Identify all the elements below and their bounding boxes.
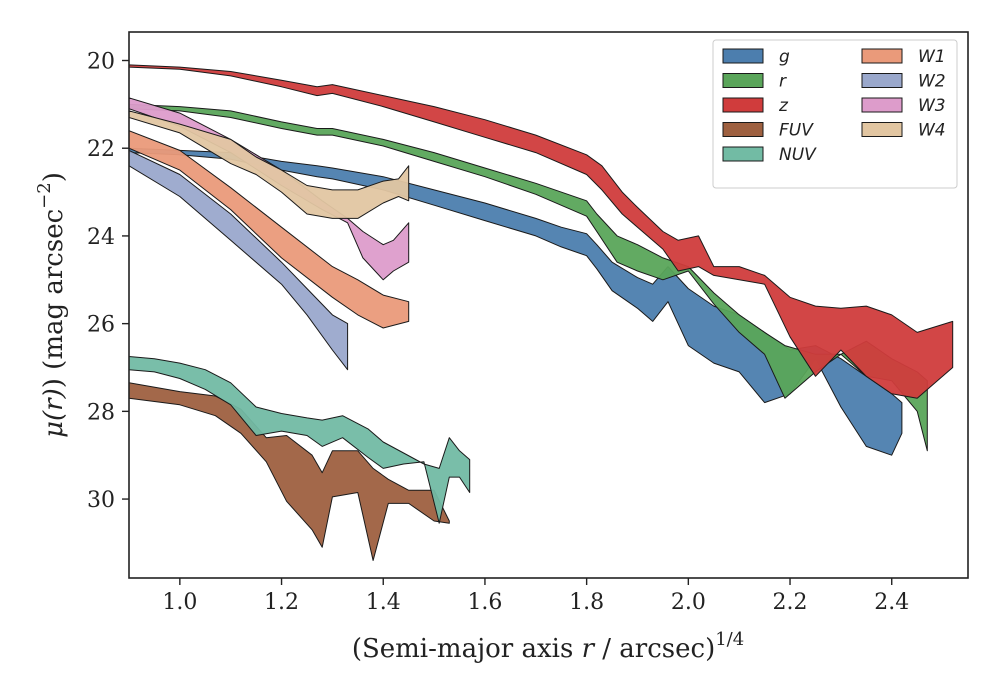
legend-label-fuv: FUV [779,121,814,141]
band-w4 [129,110,410,219]
band-fuv [129,382,450,561]
legend-swatch-z [722,97,764,113]
x-tick-label: 1.8 [569,590,604,615]
legend-swatch-nuv [722,146,764,162]
band-w1 [129,130,410,329]
x-tick-label: 1.6 [467,590,502,615]
band-w2 [129,149,349,371]
band-nuv [129,356,471,524]
legend-swatch-r [722,73,764,88]
x-tick-label: 1.0 [162,590,197,615]
legend-swatch-w4 [861,122,903,137]
legend-label-w3: W3 [918,96,946,116]
legend-swatch-fuv [722,122,764,137]
legend-label-w2: W2 [918,72,946,92]
legend-swatch-g [722,48,764,64]
x-axis: 1.0 1.2 1.4 1.6 1.8 2.0 2.2 2.4 [162,578,909,615]
legend-label-nuv: NUV [779,145,817,165]
y-tick-label: 24 [87,225,115,250]
x-tick-label: 1.2 [264,590,299,615]
legend-label-w4: W4 [918,121,946,141]
x-tick-label: 1.4 [366,590,401,615]
x-tick-label: 2.2 [773,590,808,615]
plot-frame [128,31,969,579]
x-axis-title: (Semi-major axis r / arcsec)1/4 [352,629,744,664]
band-r [129,103,928,452]
y-tick-label: 30 [87,488,115,513]
y-tick-label: 26 [87,313,115,338]
band-g [129,147,903,456]
y-tick-label: 20 [87,50,115,75]
legend-swatch-w3 [861,97,903,113]
y-axis: 20 22 24 26 28 30 [87,50,129,513]
y-tick-label: 22 [87,137,115,162]
legend-label-g: g [779,47,790,67]
y-tick-label: 28 [87,400,115,425]
legend-swatch-w1 [861,48,903,64]
legend-label-r: r [779,72,787,92]
legend-label-w1: W1 [918,47,946,67]
legend: grz FUV NUV W1 W2 W3 W4 [712,39,958,189]
x-tick-label: 2.0 [671,590,706,615]
series-bands [129,64,954,561]
legend-swatch-w2 [861,73,903,88]
legend-label-z: z [778,96,789,116]
band-z [129,64,954,399]
x-tick-label: 2.4 [874,590,909,615]
y-axis-title: μ(r)) (mag arcsec−2) [34,172,69,438]
